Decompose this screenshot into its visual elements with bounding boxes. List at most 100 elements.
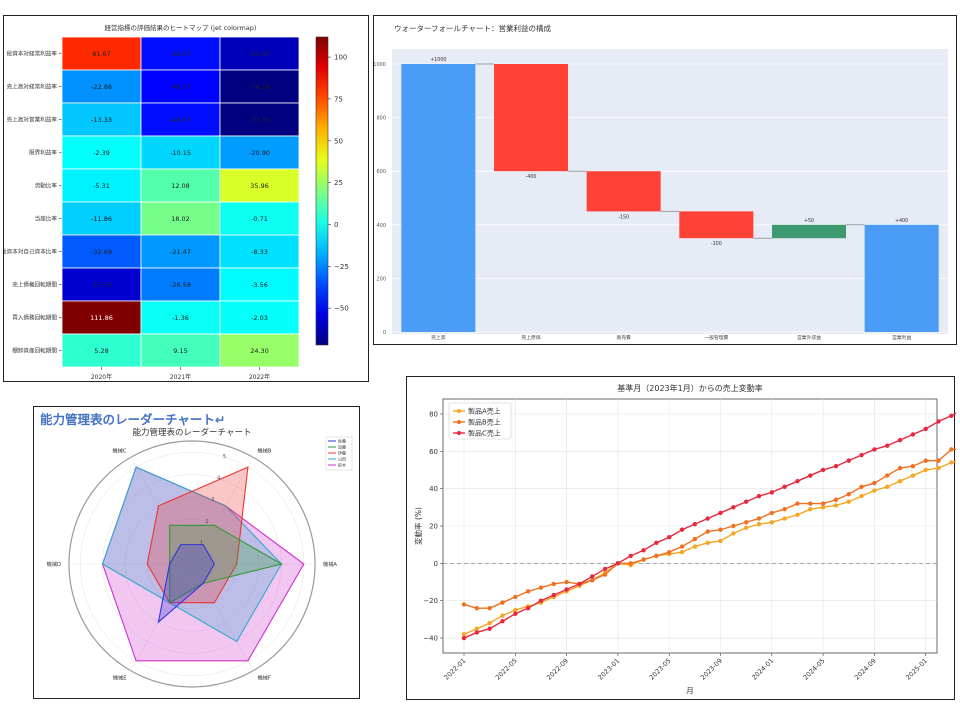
line-point <box>679 527 685 532</box>
line-point <box>667 549 672 555</box>
line-point <box>641 557 646 562</box>
line-point <box>910 432 916 437</box>
heatmap-cell-label: 35.96 <box>250 182 269 190</box>
radar-axis-label: 機械A <box>323 560 337 568</box>
line-point <box>551 592 556 598</box>
line-y-tick-label: 0 <box>434 560 438 568</box>
heatmap-cell-label: 5.28 <box>94 347 108 355</box>
heatmap-row-label: 総資本対自己資本比率 <box>4 248 57 256</box>
heatmap-cell-label: -20.90 <box>249 149 270 157</box>
line-legend-label: 製品B売上 <box>468 418 501 427</box>
line-point <box>731 505 736 510</box>
heatmap-col-label: 2020年 <box>91 373 112 381</box>
line-point <box>667 535 672 540</box>
heatmap-cell-label: -5.31 <box>93 182 110 190</box>
line-point <box>859 493 864 499</box>
line-x-tick-label: 2023-01 <box>596 657 621 682</box>
radar-axis-label: 機械D <box>47 560 61 568</box>
heatmap-chart: 経営指標の評価結果のヒートマップ (jet colormap) 総資本対経常利益率… <box>4 23 349 381</box>
line-legend-marker <box>457 420 461 424</box>
line-point <box>705 529 710 534</box>
line-point <box>743 520 749 525</box>
heatmap-cell-label: -46.67 <box>170 50 191 58</box>
line-x-tick-label: 2024-05 <box>802 657 827 682</box>
line-point <box>705 540 710 546</box>
heatmap-row-label: 当座比率 <box>35 215 58 223</box>
line-y-tick-label: −40 <box>423 635 438 643</box>
heatmap-cell <box>219 135 300 170</box>
radar-r-tick: 2 <box>206 519 209 525</box>
line-panel: 基準月（2023年1月）からの売上変動率 80 60 40 20 0 −20 −40 2022-… <box>406 376 956 700</box>
line-point <box>538 598 544 603</box>
line-legend-label: 製品C売上 <box>468 429 501 438</box>
heatmap-cell-label: -2.39 <box>93 149 110 157</box>
line-x-tick-label: 2024-09 <box>853 657 878 682</box>
line-point <box>500 600 505 605</box>
waterfall-bar <box>401 64 476 332</box>
line-point <box>833 497 839 503</box>
line-point <box>718 538 723 544</box>
line-point <box>474 630 480 635</box>
line-point <box>692 521 698 527</box>
waterfall-x-label: 売上高 <box>431 334 446 341</box>
line-point <box>551 581 556 587</box>
line-point <box>461 602 467 607</box>
waterfall-bar-label: -150 <box>618 214 629 220</box>
line-point <box>500 619 505 624</box>
line-chart: 基準月（2023年1月）からの売上変動率 80 60 40 20 0 −20 −40 2022-… <box>413 383 956 695</box>
line-point <box>628 553 633 559</box>
colorbar-tick-label: −50 <box>334 305 349 313</box>
heatmap-cell-label: 9.15 <box>173 347 187 355</box>
line-point <box>718 510 723 516</box>
line-point <box>731 531 736 536</box>
heatmap-cell-label: -8.33 <box>251 248 268 256</box>
radar-spoke <box>191 563 254 671</box>
radar-title: 能力管理表のレーダーチャート <box>133 427 252 438</box>
line-point <box>936 419 941 424</box>
heatmap-cell <box>61 135 142 170</box>
line-point <box>833 503 839 508</box>
heatmap-row-label: 流動比率 <box>35 182 58 190</box>
colorbar-tick-label: 100 <box>334 54 347 62</box>
heatmap-cell-label: -22.86 <box>91 83 112 91</box>
heatmap-cell-label: -26.58 <box>170 281 191 289</box>
line-point <box>769 490 774 495</box>
radar-r-tick: 1 <box>200 540 203 546</box>
colorbar-tick-label: 75 <box>334 95 343 103</box>
line-point <box>808 473 813 478</box>
line-x-axis-label: 月 <box>686 686 694 695</box>
heatmap-cell <box>219 69 300 104</box>
line-point <box>859 452 864 458</box>
line-point <box>846 458 851 463</box>
heatmap-cell <box>140 36 221 71</box>
line-point <box>705 516 710 521</box>
line-point <box>743 525 749 531</box>
line-point <box>808 501 813 506</box>
line-point <box>782 506 787 512</box>
waterfall-bar <box>772 224 846 239</box>
waterfall-bar-label: -100 <box>711 241 722 247</box>
line-y-tick-label: −20 <box>423 597 438 605</box>
line-point <box>461 635 467 641</box>
heatmap-cell-label: -46.67 <box>170 116 191 124</box>
line-point <box>628 561 633 566</box>
line-legend-label: 製品A売上 <box>468 407 501 416</box>
heatmap-cell <box>219 102 300 137</box>
line-point <box>743 499 749 504</box>
waterfall-y-tick: 800 <box>376 116 386 122</box>
heatmap-panel: 経営指標の評価結果のヒートマップ (jet colormap) 総資本対経常利益率… <box>3 15 369 382</box>
line-point <box>513 611 518 616</box>
heatmap-cell-label: 12.08 <box>171 182 190 190</box>
waterfall-plot-area <box>392 49 948 334</box>
waterfall-x-label: 売上原価 <box>521 334 540 341</box>
waterfall-bar-label: +400 <box>895 218 908 224</box>
line-point <box>590 574 595 579</box>
heatmap-cell <box>140 135 221 170</box>
line-point <box>897 437 903 443</box>
line-point <box>564 579 569 585</box>
line-x-tick-label: 2023-05 <box>648 657 673 682</box>
line-point <box>872 488 877 493</box>
colorbar-tick-label: 25 <box>334 179 343 187</box>
line-point <box>910 464 916 469</box>
radar-spoke <box>191 457 254 565</box>
